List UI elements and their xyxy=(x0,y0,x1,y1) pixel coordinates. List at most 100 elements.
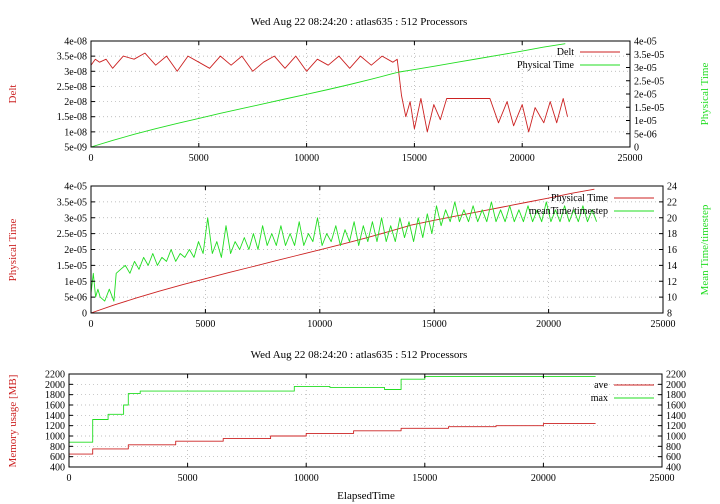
y-left-tick-label: 1200 xyxy=(45,421,65,432)
chart-1-legend: Delt Physical Time xyxy=(517,47,620,71)
panel-delt-physical-time: Wed Aug 22 08:24:20 : atlas635 : 512 Pro… xyxy=(7,16,711,164)
x-tick-label: 0 xyxy=(89,153,94,164)
panel-memory-usage: Wed Aug 22 08:24:20 : atlas635 : 512 Pro… xyxy=(7,349,686,502)
chart-1-series xyxy=(90,43,568,148)
legend-label-delt: Delt xyxy=(557,47,574,58)
chart-1-ylabel-left: Delt xyxy=(7,85,19,104)
chart-3-plot-frame xyxy=(68,373,663,468)
y-right-tick-label: 0 xyxy=(634,143,639,154)
x-tick-label: 20000 xyxy=(531,473,556,484)
x-tick-label: 25000 xyxy=(618,153,643,164)
chart-1-plot-frame xyxy=(90,40,631,148)
x-tick-label: 5000 xyxy=(189,153,209,164)
chart-3-grid xyxy=(69,374,662,467)
y-left-tick-label: 3e-08 xyxy=(64,67,87,78)
y-right-tick-label: 12 xyxy=(667,277,677,288)
x-tick-label: 20000 xyxy=(536,319,561,330)
chart-1-title: Wed Aug 22 08:24:20 : atlas635 : 512 Pro… xyxy=(251,16,468,28)
y-left-tick-label: 800 xyxy=(50,442,65,453)
x-tick-label: 10000 xyxy=(307,319,332,330)
y-right-tick-label: 22 xyxy=(667,197,677,208)
y-right-tick-label: 20 xyxy=(667,213,677,224)
chart-3-legend: ave max xyxy=(591,380,654,404)
x-tick-label: 0 xyxy=(89,319,94,330)
y-right-tick-label: 400 xyxy=(666,463,681,474)
y-right-tick-label: 1e-05 xyxy=(634,116,657,127)
x-tick-label: 25000 xyxy=(650,473,675,484)
y-right-tick-label: 5e-06 xyxy=(634,129,657,140)
y-left-tick-label: 3.5e-05 xyxy=(57,197,87,208)
chart-1-ticks: 0 5000 10000 15000 20000 25000 5e-09 1e-08 1.5e-… xyxy=(57,37,665,165)
y-left-tick-label: 5e-09 xyxy=(64,143,87,154)
legend-label-physical-time: Physical Time xyxy=(517,60,575,71)
legend-label-ave: ave xyxy=(594,380,608,391)
series-line-physical-time xyxy=(90,188,595,314)
series-line-delt xyxy=(90,52,568,133)
y-left-tick-label: 400 xyxy=(50,463,65,474)
y-left-tick-label: 0 xyxy=(82,309,87,320)
chart-3-xlabel: ElapsedTime xyxy=(337,490,395,502)
y-left-tick-label: 3.5e-08 xyxy=(57,52,87,63)
chart-2-ylabel-right: Mean Time/timestep xyxy=(699,204,711,295)
chart-3-ticks: 0 5000 10000 15000 20000 25000400600800100012… xyxy=(45,370,686,485)
y-left-tick-label: 600 xyxy=(50,452,65,463)
legend-label-max: max xyxy=(591,393,608,404)
y-left-tick-label: 1600 xyxy=(45,401,65,412)
x-tick-label: 25000 xyxy=(651,319,676,330)
x-tick-label: 15000 xyxy=(412,473,437,484)
y-right-tick-label: 1400 xyxy=(666,411,686,422)
y-left-tick-label: 1.5e-05 xyxy=(57,261,87,272)
chart-1-grid xyxy=(91,41,630,147)
x-tick-label: 15000 xyxy=(422,319,447,330)
y-right-tick-label: 2.5e-05 xyxy=(634,76,664,87)
y-right-tick-label: 24 xyxy=(667,182,677,193)
chart-2-ticks: 0 5000 10000 15000 20000 25000 0 5e-06 1e-05 1.5e… xyxy=(57,182,677,331)
y-right-tick-label: 1800 xyxy=(666,390,686,401)
y-left-tick-label: 2000 xyxy=(45,380,65,391)
x-tick-label: 10000 xyxy=(294,153,319,164)
legend-label-physical-time-2: Physical Time xyxy=(551,193,609,204)
y-left-tick-label: 1800 xyxy=(45,390,65,401)
y-left-tick-label: 2.5e-08 xyxy=(57,82,87,93)
x-tick-label: 5000 xyxy=(178,473,198,484)
chart-1-ylabel-right: Physical Time xyxy=(699,63,711,126)
y-left-tick-label: 1000 xyxy=(45,432,65,443)
y-left-tick-label: 1400 xyxy=(45,411,65,422)
chart-3-series xyxy=(69,376,596,455)
x-tick-label: 15000 xyxy=(402,153,427,164)
series-line-ave xyxy=(69,423,596,455)
y-right-tick-label: 1200 xyxy=(666,421,686,432)
y-right-tick-label: 3.5e-05 xyxy=(634,50,664,61)
chart-3-title: Wed Aug 22 08:24:20 : atlas635 : 512 Pro… xyxy=(251,349,468,361)
y-right-tick-label: 8 xyxy=(667,309,672,320)
y-left-tick-label: 1e-08 xyxy=(64,127,87,138)
panel-physical-time-mean-time: 0 5000 10000 15000 20000 25000 0 5e-06 1e-05 1.5e… xyxy=(7,182,711,331)
y-right-tick-label: 600 xyxy=(666,452,681,463)
y-left-tick-label: 1.5e-08 xyxy=(57,112,87,123)
chart-2-ylabel-left: Physical Time xyxy=(7,219,19,282)
x-tick-label: 10000 xyxy=(294,473,319,484)
y-right-tick-label: 1000 xyxy=(666,432,686,443)
series-line-max xyxy=(69,376,596,443)
y-left-tick-label: 2200 xyxy=(45,370,65,381)
y-left-tick-label: 2.5e-05 xyxy=(57,229,87,240)
y-right-tick-label: 4e-05 xyxy=(634,37,657,48)
x-tick-label: 20000 xyxy=(510,153,535,164)
y-right-tick-label: 2200 xyxy=(666,370,686,381)
y-right-tick-label: 1.5e-05 xyxy=(634,103,664,114)
y-right-tick-label: 2e-05 xyxy=(634,90,657,101)
legend-label-mean-time: meanTime/timestep xyxy=(529,206,608,217)
chart-2-legend: Physical Time meanTime/timestep xyxy=(529,193,654,217)
series-line-meantime-timestep xyxy=(90,201,598,302)
y-right-tick-label: 2000 xyxy=(666,380,686,391)
chart-2-series xyxy=(90,188,598,314)
series-line-physical-time xyxy=(90,43,566,148)
y-left-tick-label: 1e-05 xyxy=(64,277,87,288)
y-right-tick-label: 800 xyxy=(666,442,681,453)
y-right-tick-label: 14 xyxy=(667,261,677,272)
y-left-tick-label: 2e-08 xyxy=(64,97,87,108)
x-tick-label: 5000 xyxy=(195,319,215,330)
y-right-tick-label: 10 xyxy=(667,293,677,304)
chart-3-ylabel-left: Memory usage [MB] xyxy=(7,375,19,468)
